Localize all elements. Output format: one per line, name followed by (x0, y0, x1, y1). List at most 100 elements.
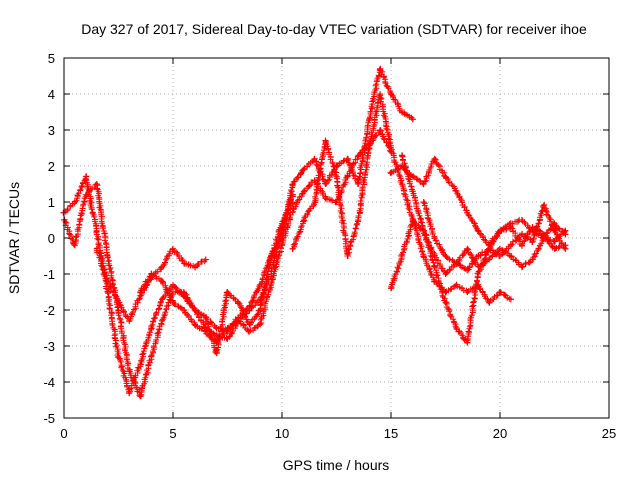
y-tick-label: 2 (48, 159, 55, 174)
data-point (180, 260, 187, 267)
x-axis-label: GPS time / hours (283, 457, 390, 473)
data-point (344, 173, 351, 180)
data-point (268, 253, 275, 259)
data-point (442, 173, 449, 180)
data-point (170, 289, 176, 295)
data-point (497, 245, 503, 252)
data-point (388, 285, 394, 292)
data-point (409, 116, 416, 123)
data-point (180, 307, 187, 313)
data-point (551, 238, 558, 245)
data-point (431, 155, 438, 162)
data-point (518, 231, 525, 238)
series-5 (202, 65, 416, 357)
data-point (104, 253, 111, 259)
data-point (311, 199, 318, 205)
data-point (475, 271, 482, 277)
data-point (464, 209, 471, 216)
data-point (213, 350, 220, 357)
data-point (300, 188, 307, 195)
data-point (464, 339, 471, 346)
data-point (115, 353, 122, 360)
data-point (507, 242, 514, 249)
data-point (246, 328, 253, 335)
data-point (279, 235, 285, 241)
data-point (137, 289, 144, 295)
y-tick-label: 3 (48, 123, 55, 138)
x-tick-label: 5 (169, 426, 176, 441)
data-point (289, 199, 296, 205)
data-point (442, 271, 449, 277)
data-point (431, 235, 438, 241)
data-point (322, 181, 329, 187)
data-point (224, 335, 231, 342)
data-point (398, 109, 405, 115)
data-point (409, 188, 416, 195)
axis-ticks: 0 5 10 15 20 25 -5 -4 -3 -2 -1 0 1 2 3 4 5 (43, 51, 616, 441)
data-point (71, 242, 78, 249)
data-point (398, 181, 405, 187)
data-point (268, 281, 275, 288)
data-point (257, 307, 264, 313)
data-point (388, 145, 394, 151)
series-8 (388, 201, 569, 346)
y-tick-label: -3 (43, 339, 55, 354)
data-point (377, 65, 384, 72)
data-point (518, 263, 525, 270)
data-point (235, 299, 242, 306)
data-point (170, 245, 176, 252)
series-6 (289, 91, 514, 306)
data-point (344, 253, 351, 259)
y-tick-label: -1 (43, 267, 55, 282)
data-point (104, 289, 111, 295)
y-tick-label: 0 (48, 231, 55, 246)
data-point (551, 220, 558, 227)
data-point (475, 263, 482, 270)
y-tick-label: 5 (48, 51, 55, 66)
data-point (170, 299, 176, 306)
data-point (529, 238, 536, 245)
data-point (388, 91, 394, 97)
data-point (486, 256, 493, 263)
series-10 (420, 199, 569, 274)
data-point (191, 307, 198, 313)
x-tick-label: 0 (60, 426, 67, 441)
data-marks (60, 65, 569, 400)
data-point (224, 289, 231, 295)
data-point (453, 325, 460, 331)
data-point (529, 227, 536, 234)
data-point (420, 181, 427, 187)
y-tick-label: -2 (43, 303, 55, 318)
series-2 (61, 181, 296, 400)
data-point (540, 235, 547, 241)
data-point (355, 152, 362, 159)
data-point (289, 181, 296, 187)
data-point (180, 289, 187, 295)
data-point (431, 263, 438, 270)
data-point (235, 317, 242, 324)
data-point (551, 245, 558, 252)
data-point (202, 256, 209, 263)
data-point (159, 263, 166, 270)
data-point (104, 278, 111, 285)
data-point (311, 155, 318, 162)
data-point (159, 278, 166, 285)
data-point (355, 181, 362, 187)
x-tick-label: 20 (493, 426, 507, 441)
data-point (322, 195, 329, 202)
data-point (464, 245, 471, 252)
data-point (420, 199, 427, 205)
data-point (475, 227, 482, 234)
y-tick-label: -5 (43, 411, 55, 426)
x-tick-label: 15 (384, 426, 398, 441)
data-point (115, 299, 122, 306)
data-point (507, 253, 514, 259)
data-point (464, 267, 471, 274)
data-point (507, 220, 514, 227)
series-7 (387, 155, 569, 252)
data-point (442, 299, 449, 306)
data-point (224, 325, 231, 331)
data-point (366, 145, 373, 151)
data-point (507, 296, 514, 303)
